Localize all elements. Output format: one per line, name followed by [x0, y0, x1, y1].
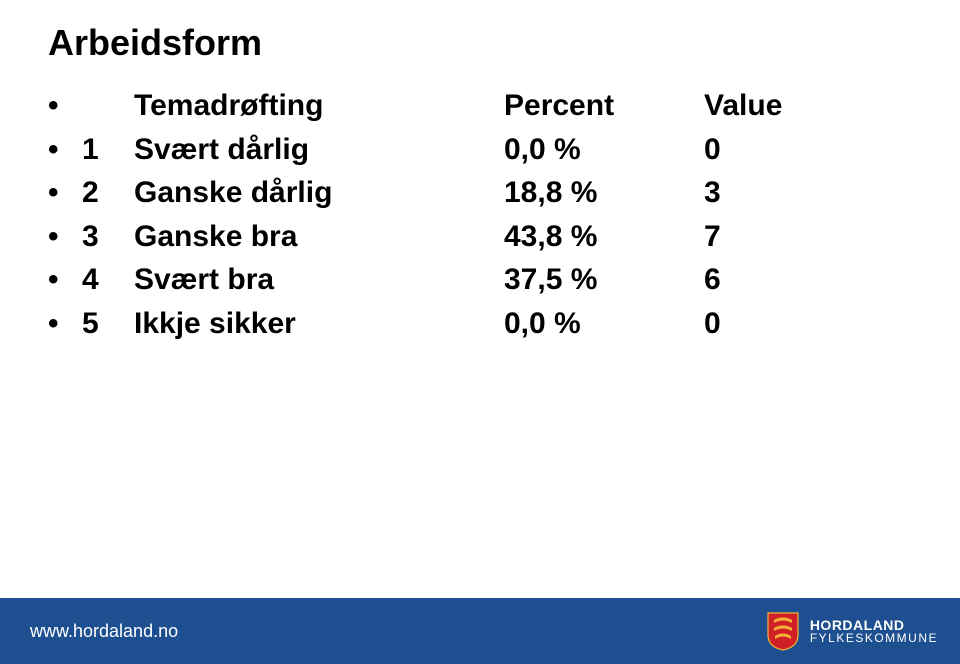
row-label: Svært dårlig [134, 128, 504, 172]
row-idx: 4 [82, 258, 134, 302]
table-row: • 4 Svært bra 37,5 % 6 [48, 258, 918, 302]
slide: Arbeidsform • Temadrøfting Percent Value… [0, 0, 960, 664]
row-label: Svært bra [134, 258, 504, 302]
slide-title: Arbeidsform [48, 22, 262, 64]
row-label: Ikkje sikker [134, 302, 504, 346]
table-row: • 5 Ikkje sikker 0,0 % 0 [48, 302, 918, 346]
row-value: 0 [704, 128, 918, 172]
shield-icon [766, 611, 800, 651]
logo-line1: HORDALAND [810, 618, 938, 632]
row-idx: 1 [82, 128, 134, 172]
row-label: Ganske bra [134, 215, 504, 259]
table-row: • 1 Svært dårlig 0,0 % 0 [48, 128, 918, 172]
header-percent: Percent [504, 84, 704, 128]
row-value: 6 [704, 258, 918, 302]
row-label: Ganske dårlig [134, 171, 504, 215]
row-idx: 5 [82, 302, 134, 346]
logo-text: HORDALAND FYLKESKOMMUNE [810, 618, 938, 644]
row-value: 0 [704, 302, 918, 346]
header-row: • Temadrøfting Percent Value [48, 84, 918, 128]
row-value: 3 [704, 171, 918, 215]
table-row: • 2 Ganske dårlig 18,8 % 3 [48, 171, 918, 215]
table-row: • 3 Ganske bra 43,8 % 7 [48, 215, 918, 259]
logo-line2: FYLKESKOMMUNE [810, 632, 938, 644]
row-percent: 37,5 % [504, 258, 704, 302]
bullet-icon: • [48, 258, 82, 302]
footer-logo: HORDALAND FYLKESKOMMUNE [766, 611, 938, 651]
bullet-icon: • [48, 302, 82, 346]
row-percent: 0,0 % [504, 128, 704, 172]
bullet-icon: • [48, 128, 82, 172]
bullet-icon: • [48, 171, 82, 215]
footer: www.hordaland.no HORDALAND FYLKESKOMMUNE [0, 598, 960, 664]
row-value: 7 [704, 215, 918, 259]
header-label: Temadrøfting [134, 84, 504, 128]
row-percent: 0,0 % [504, 302, 704, 346]
footer-url: www.hordaland.no [30, 621, 178, 642]
row-idx: 3 [82, 215, 134, 259]
bullet-icon: • [48, 215, 82, 259]
row-percent: 18,8 % [504, 171, 704, 215]
row-percent: 43,8 % [504, 215, 704, 259]
row-idx: 2 [82, 171, 134, 215]
header-value: Value [704, 84, 918, 128]
data-list: • Temadrøfting Percent Value • 1 Svært d… [48, 84, 918, 345]
bullet-icon: • [48, 84, 82, 128]
